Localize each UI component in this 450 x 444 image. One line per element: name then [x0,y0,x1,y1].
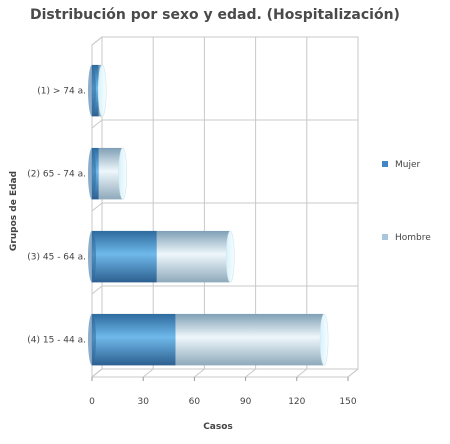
bar-start-cap [88,64,96,117]
chart-title: Distribución por sexo y edad. (Hospitali… [30,7,400,23]
legend-swatch-hombre [382,234,388,240]
bar-start-cap [88,313,96,366]
x-tick-label: 0 [89,397,95,407]
x-tick-label: 30 [137,397,149,407]
x-tick-label: 60 [189,397,201,407]
band-depth-line [91,202,103,212]
x-axis-ticks: 0 30 60 90 120 150 [89,377,357,407]
legend-label-mujer: Mujer [395,160,421,170]
x-floor-gridline [194,368,205,378]
bar-mujer [92,313,176,366]
x-floor-gridline [142,368,154,378]
y-tick-label: (1) > 74 a. [37,87,86,97]
x-floor-gridline [245,368,256,378]
legend-label-hombre: Hombre [395,233,431,243]
x-floor-gridline [347,368,359,378]
band-depth-line [91,119,103,129]
bar-start-cap [88,147,96,200]
y-axis-ticks: (1) > 74 a. (2) 65 - 74 a. (3) 45 - 64 a. (… [27,87,86,346]
bar-hombre [98,147,123,200]
x-floor-gridline [296,368,308,378]
x-tick-label: 90 [240,397,252,407]
bar-mujer [92,230,157,283]
band-depth-line [91,285,103,295]
x-tick-label: 150 [339,397,356,407]
bar-hombre [156,230,231,283]
y-tick-label: (3) 45 - 64 a. [27,253,86,263]
bar-end-cap [97,64,107,117]
bars [88,64,329,366]
bar-end-cap [225,230,235,283]
x-axis-title: Casos [203,422,233,432]
bar-end-cap [118,147,128,200]
band-depth-line [91,36,103,46]
chart-legend: Mujer Hombre [382,160,431,243]
x-tick-label: 120 [288,397,305,407]
bar-start-cap [88,230,96,283]
band-depth-line [91,368,103,378]
bar-end-cap [319,313,329,366]
y-axis-title: Grupos de Edad [9,171,19,251]
legend-swatch-mujer [382,161,388,167]
y-tick-label: (2) 65 - 74 a. [27,170,86,180]
y-tick-label: (4) 15 - 44 a. [27,336,86,346]
bar-hombre [175,313,325,366]
